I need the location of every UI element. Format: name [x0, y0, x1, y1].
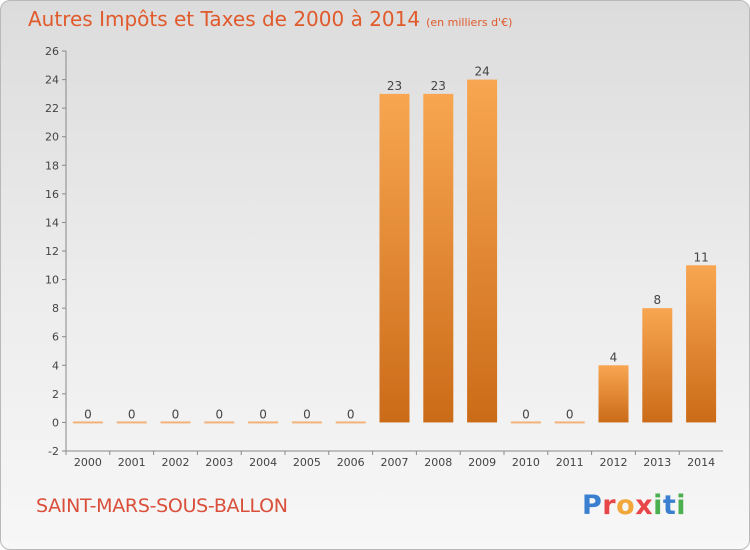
bar [642, 308, 673, 423]
x-tick-label: 2007 [381, 456, 409, 469]
bar [248, 421, 279, 424]
y-tick-label: 18 [45, 159, 59, 172]
bar-value-label: 0 [128, 407, 136, 421]
x-tick-label: 2003 [205, 456, 233, 469]
x-tick-label: 2014 [687, 456, 715, 469]
y-tick-label: 0 [52, 416, 59, 429]
logo-letter: P [582, 490, 603, 521]
bar-value-label: 0 [347, 407, 355, 421]
bar [291, 421, 322, 424]
x-tick-label: 2006 [337, 456, 365, 469]
x-tick-label: 2004 [249, 456, 277, 469]
x-tick-label: 2001 [118, 456, 146, 469]
chart-title-text: Autres Impôts et Taxes de 2000 à 2014 [28, 7, 421, 31]
logo-letter: i [676, 490, 687, 521]
y-tick-label: 14 [45, 216, 59, 229]
x-tick-label: 2000 [74, 456, 102, 469]
y-tick-label: 22 [45, 102, 59, 115]
bar [598, 365, 629, 423]
chart-data-labels: 0 0 0 0 0 0 0 23 23 24 0 0 4 8 11 [84, 65, 709, 422]
bar [510, 421, 541, 424]
bar [116, 421, 147, 424]
y-tick-label: 20 [45, 131, 59, 144]
bar-value-label: 23 [431, 79, 446, 93]
bar [204, 421, 235, 424]
bar-value-label: 8 [653, 293, 661, 307]
x-tick-label: 2005 [293, 456, 321, 469]
commune-name: SAINT-MARS-SOUS-BALLON [36, 495, 288, 517]
bar-value-label: 0 [215, 407, 223, 421]
bar [554, 421, 585, 424]
bar [686, 265, 717, 423]
logo-letter: x [635, 490, 654, 521]
x-tick-label: 2002 [162, 456, 190, 469]
y-tick-label: 8 [52, 302, 59, 315]
chart-unit: (en milliers d'€) [426, 16, 513, 29]
bar-value-label: 0 [172, 407, 180, 421]
bar-value-label: 23 [387, 79, 402, 93]
logo-letter: t [662, 490, 677, 521]
bar-value-label: 4 [610, 350, 618, 364]
bar-value-label: 0 [566, 407, 574, 421]
x-tick-label: 2012 [600, 456, 628, 469]
x-tick-label: 2011 [556, 456, 584, 469]
bar [467, 79, 498, 423]
bar [335, 421, 366, 424]
y-tick-label: 2 [52, 388, 59, 401]
bar-value-label: 24 [474, 65, 489, 79]
logo-letter: i [653, 490, 663, 521]
bar-value-label: 0 [303, 407, 311, 421]
bar-value-label: 0 [522, 407, 530, 421]
logo-letter: o [616, 490, 636, 521]
y-tick-label: 10 [45, 274, 59, 287]
y-tick-label: 4 [52, 359, 59, 372]
x-tick-label: 2008 [424, 456, 452, 469]
bar [379, 93, 410, 423]
bar-value-label: 0 [259, 407, 267, 421]
bar [72, 421, 103, 424]
bar [423, 93, 454, 423]
chart-title: Autres Impôts et Taxes de 2000 à 2014 (en… [28, 7, 512, 31]
bar-value-label: 0 [84, 407, 92, 421]
y-tick-label: 12 [45, 245, 59, 258]
logo-letter: r [602, 490, 617, 521]
bar-value-label: 11 [693, 250, 708, 264]
y-tick-label: -2 [48, 445, 59, 458]
y-tick-label: 24 [45, 74, 59, 87]
chart-bars [72, 79, 717, 424]
y-tick-label: 16 [45, 188, 59, 201]
proxiti-logo: Proxiti [582, 490, 686, 521]
bar [160, 421, 191, 424]
y-tick-label: 26 [45, 45, 59, 58]
x-tick-label: 2009 [468, 456, 496, 469]
x-tick-label: 2013 [643, 456, 671, 469]
y-tick-label: 6 [52, 331, 59, 344]
x-tick-label: 2010 [512, 456, 540, 469]
